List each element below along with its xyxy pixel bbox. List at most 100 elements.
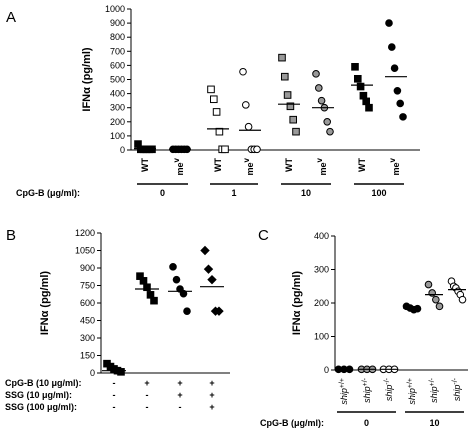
panel-c-y-tick-label: 200 [314, 298, 329, 308]
panel-c-genotype-sup: +/- [362, 377, 369, 386]
panel-c-y-tick-label: 0 [324, 365, 329, 375]
panel-a-category-label: mev [388, 157, 402, 175]
panel-c-point [428, 289, 436, 297]
panel-c-genotype-base: ship [384, 385, 394, 402]
panel-a-point [362, 97, 370, 106]
panel-a-y-axis-title: IFNα (pg/ml) [81, 47, 93, 112]
panel-a-group-label: 10 [301, 188, 311, 198]
panel-a-point [315, 84, 323, 92]
panel-a-point [356, 82, 365, 91]
panel-a-group-label: 1 [231, 188, 236, 198]
panel-a-group-title: CpG-B (μg/ml): [16, 188, 80, 198]
panel-a-y-tick-label: 900 [110, 18, 125, 28]
panel-a-point [326, 127, 334, 136]
panel-b-y-tick-label: 1050 [75, 246, 95, 256]
panel-a-category-base: me [318, 162, 328, 175]
panel-b-condition-sign: + [209, 402, 214, 412]
panel-b-y-tick-label: 0 [90, 368, 95, 378]
panel-a-group-label: 0 [160, 188, 165, 198]
panel-b-row-label: SSG (100 μg/ml): [5, 402, 77, 412]
panel-c-genotype-base: ship [407, 388, 417, 405]
panel-a-category-sup: v [388, 157, 397, 162]
panel-a-y-tick-label: 500 [110, 75, 125, 85]
panel-b-point [200, 245, 210, 256]
panel-b-condition-sign: + [209, 378, 214, 388]
panel-a-point [207, 85, 215, 94]
panel-c-y-axis-title: IFNα (pg/ml) [291, 271, 303, 336]
panel-b-point [179, 289, 188, 298]
panel-label-a: A [6, 9, 16, 26]
panel-a-point [212, 108, 221, 116]
panel-c-point [458, 295, 467, 304]
panel-b-condition-sign: - [179, 402, 182, 412]
panel-c-genotype-sup: -/- [384, 377, 391, 384]
panel-a-category-base: me [391, 162, 401, 175]
panel-a-point [396, 99, 405, 108]
panel-a-point [289, 115, 297, 124]
panel-b-condition-sign: - [113, 378, 116, 388]
panel-a-point [351, 63, 359, 71]
panel-b-point [207, 274, 217, 285]
panel-c-y-tick-label: 300 [314, 265, 329, 275]
panel-a-category-label: WT [357, 158, 367, 172]
panel-label-b: B [6, 227, 16, 244]
panel-a-category-base: me [175, 162, 185, 175]
panel-b-point [139, 277, 148, 285]
panel-a-group-label: 100 [371, 188, 386, 198]
panel-a-point [281, 72, 289, 81]
panel-b-row-label: SSG (10 μg/ml): [5, 390, 72, 400]
panel-a-point [210, 95, 218, 104]
panel-a-point [278, 53, 286, 62]
panel-c-genotype-label: ship+/- [429, 377, 440, 403]
panel-a-y-tick-label: 400 [110, 89, 125, 99]
panel-b-y-tick-label: 1200 [75, 228, 95, 238]
panel-a-y-tick-label: 0 [120, 145, 125, 155]
panel-a-point [399, 113, 407, 121]
panel-b-chart: 0 150 300 450 600 750 900 1050 1200 IFNα (pg/ml) -… [5, 228, 230, 412]
panel-c-group-label: 10 [429, 418, 439, 428]
panel-b-point [150, 296, 158, 305]
panel-c-genotype-base: ship [362, 386, 372, 403]
panel-c-genotype-sup: +/+ [407, 378, 414, 388]
panel-a-point [393, 86, 402, 95]
panel-c-group-label: 0 [364, 418, 369, 428]
panel-c-genotype-sup: +/+ [339, 378, 346, 388]
panel-c-genotype-label: ship+/- [362, 377, 373, 403]
panel-a-y-tick-label: 800 [110, 32, 125, 42]
panel-a-point [323, 118, 332, 126]
panel-a-point [221, 145, 229, 154]
panel-c-genotype-label: ship+/+ [339, 378, 350, 405]
panel-a-y-tick-label: 700 [110, 46, 125, 56]
panel-c-point [413, 304, 422, 313]
panel-a-point [239, 67, 247, 76]
panel-b-point [117, 368, 125, 376]
panel-a-point [354, 74, 362, 83]
panel-c-genotype-label: ship+/+ [407, 378, 418, 405]
panel-a-point [283, 91, 292, 99]
panel-c-genotype-base: ship [339, 388, 349, 405]
panel-b-condition-sign: + [177, 390, 182, 400]
panel-b-y-axis-title: IFNα (pg/ml) [39, 271, 51, 336]
panel-c-genotype-base: ship [429, 386, 439, 403]
panel-a-category-label: mev [172, 157, 186, 175]
panel-b-condition-sign: - [146, 402, 149, 412]
panel-a-category-label: WT [213, 158, 223, 172]
panel-c-group-title: CpG-B (μg/ml): [260, 418, 324, 428]
panel-a-category-label: mev [242, 157, 256, 175]
panel-c-genotype-sup: +/- [429, 377, 436, 386]
panel-b-y-tick-label: 900 [80, 263, 95, 273]
panel-a-point [253, 145, 261, 154]
panel-a-category-sup: v [172, 157, 181, 162]
panel-c-genotype-base: ship [452, 385, 462, 402]
panel-c-y-tick-label: 400 [314, 231, 329, 241]
panel-a-point [312, 70, 320, 78]
panel-a-point [317, 96, 326, 105]
panel-a-category-sup: v [242, 157, 251, 162]
panel-b-condition-sign: - [113, 402, 116, 412]
panel-b-point [169, 263, 177, 271]
panel-b-condition-sign: - [113, 390, 116, 400]
panel-b-row-label: CpG-B (10 μg/ml): [5, 378, 82, 388]
